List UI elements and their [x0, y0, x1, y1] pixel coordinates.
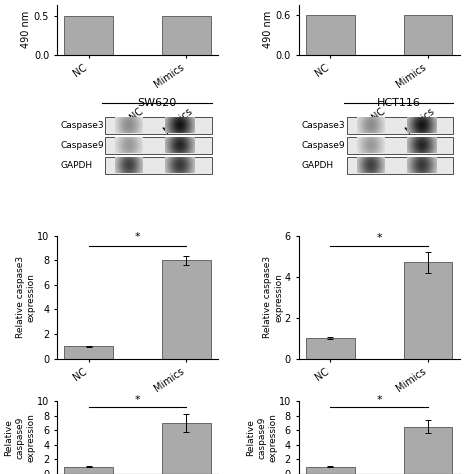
- Bar: [404, 427, 453, 474]
- Bar: [64, 346, 113, 358]
- Bar: [404, 262, 453, 358]
- Y-axis label: Relative
caspase9
expression: Relative caspase9 expression: [4, 413, 36, 462]
- Bar: [162, 423, 211, 474]
- Text: Mimics: Mimics: [162, 106, 194, 136]
- Text: NC: NC: [128, 106, 145, 123]
- Y-axis label: 490 nm: 490 nm: [21, 11, 31, 48]
- Text: GAPDH: GAPDH: [60, 161, 92, 170]
- Text: Caspase9: Caspase9: [302, 141, 346, 150]
- Y-axis label: Relative
caspase9
expression: Relative caspase9 expression: [246, 413, 277, 462]
- Text: Caspase9: Caspase9: [60, 141, 104, 150]
- Bar: [404, 15, 453, 55]
- Text: SW620: SW620: [137, 99, 176, 109]
- Bar: [306, 15, 355, 55]
- Bar: [64, 467, 113, 474]
- Y-axis label: 490 nm: 490 nm: [263, 11, 273, 48]
- Text: *: *: [376, 395, 382, 405]
- Bar: [105, 117, 211, 134]
- Bar: [64, 16, 113, 55]
- Bar: [306, 467, 355, 474]
- Bar: [162, 260, 211, 358]
- Text: *: *: [135, 395, 140, 405]
- Bar: [162, 16, 211, 55]
- Text: Caspase3: Caspase3: [302, 121, 346, 130]
- Text: *: *: [135, 232, 140, 242]
- Text: GAPDH: GAPDH: [302, 161, 334, 170]
- Bar: [347, 157, 453, 174]
- Text: Caspase3: Caspase3: [60, 121, 104, 130]
- Bar: [105, 137, 211, 154]
- Text: NC: NC: [370, 106, 387, 123]
- Bar: [105, 157, 211, 174]
- Bar: [347, 137, 453, 154]
- Bar: [347, 117, 453, 134]
- Text: Mimics: Mimics: [403, 106, 436, 136]
- Text: *: *: [376, 233, 382, 243]
- Y-axis label: Relative caspase3
expression: Relative caspase3 expression: [16, 256, 36, 338]
- Y-axis label: Relative caspase3
expression: Relative caspase3 expression: [263, 256, 283, 338]
- Bar: [306, 338, 355, 358]
- Text: HCT116: HCT116: [377, 99, 420, 109]
